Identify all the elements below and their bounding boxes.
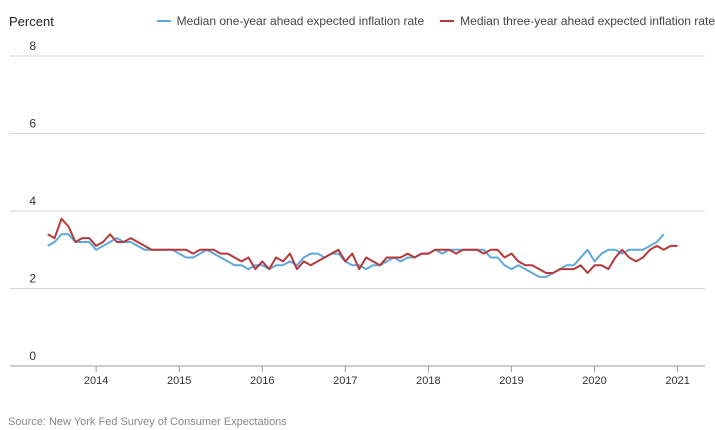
y-axis-ticks: 0 2 4 6 8 xyxy=(29,39,36,363)
x-tick-label: 2016 xyxy=(250,375,274,387)
y-tick-label: 2 xyxy=(29,272,36,286)
legend-swatch-three-year xyxy=(440,20,455,22)
source-note: Source: New York Fed Survey of Consumer … xyxy=(8,416,287,428)
y-tick-label: 0 xyxy=(29,349,36,363)
x-tick-label: 2020 xyxy=(582,375,606,387)
x-tick-label: 2014 xyxy=(84,375,108,387)
y-axis-label: Percent xyxy=(9,14,54,29)
series-lines xyxy=(47,217,678,278)
legend: Median one-year ahead expected inflation… xyxy=(141,14,715,28)
series-line-three-year[interactable] xyxy=(47,217,678,274)
series-line-one-year[interactable] xyxy=(47,233,665,278)
gridlines xyxy=(10,55,705,367)
x-axis-ticks: 2014 2015 2016 2017 2018 2019 2020 2021 xyxy=(84,366,690,387)
legend-label-three-year: Median three-year ahead expected inflati… xyxy=(460,14,715,28)
y-tick-label: 8 xyxy=(29,39,36,53)
x-tick-label: 2015 xyxy=(167,375,191,387)
x-tick-label: 2017 xyxy=(333,375,357,387)
x-tick-label: 2018 xyxy=(416,375,440,387)
legend-label-one-year: Median one-year ahead expected inflation… xyxy=(176,14,425,28)
y-tick-label: 4 xyxy=(29,194,36,208)
x-tick-label: 2019 xyxy=(499,375,523,387)
x-tick-label: 2021 xyxy=(665,375,689,387)
legend-item-three-year[interactable]: Median three-year ahead expected inflati… xyxy=(440,14,715,28)
legend-swatch-one-year xyxy=(156,20,171,22)
legend-item-one-year[interactable]: Median one-year ahead expected inflation… xyxy=(156,14,425,28)
y-tick-label: 6 xyxy=(29,117,36,131)
